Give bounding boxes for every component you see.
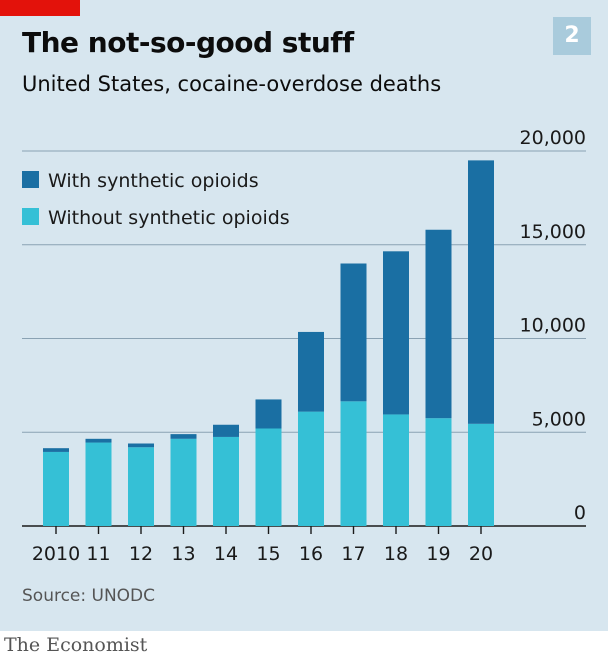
legend-swatch-with-synthetic [22, 171, 39, 188]
x-tick-label: 17 [341, 543, 365, 565]
chart-number-badge: 2 [553, 17, 591, 55]
legend: With synthetic opioids Without synthetic… [22, 170, 290, 229]
bar-with-synthetic [128, 443, 154, 448]
bar-without-synthetic [383, 414, 409, 526]
bar-with-synthetic [170, 434, 197, 439]
x-tick-label: 12 [129, 543, 153, 565]
bar-with-synthetic [213, 424, 239, 437]
axis-ticks: 0 5,000 10,000 15,000 20,000 2010 11 12 13 14 15 16… [32, 127, 586, 565]
bar-without-synthetic [468, 423, 494, 526]
x-tick-label: 18 [384, 543, 408, 565]
bar-with-synthetic [340, 263, 367, 402]
bar-with-synthetic [425, 229, 452, 419]
bar-without-synthetic [128, 447, 154, 526]
y-tick-label: 15,000 [520, 221, 586, 243]
stacked-bar-chart: 0 5,000 10,000 15,000 20,000 2010 11 12 13 14 15 16… [22, 127, 586, 565]
bar-with-synthetic [383, 251, 409, 415]
x-tick-label: 16 [299, 543, 323, 565]
x-tick-label: 11 [86, 543, 110, 565]
bar-without-synthetic [43, 451, 69, 526]
bar-with-synthetic [43, 448, 69, 452]
bar-without-synthetic [213, 436, 239, 526]
legend-label-with-synthetic: With synthetic opioids [48, 170, 259, 192]
x-tick-label: 20 [469, 543, 493, 565]
x-tick-label: 13 [171, 543, 195, 565]
bar-without-synthetic [340, 401, 367, 526]
bars [43, 160, 494, 526]
bar-with-synthetic [468, 160, 494, 424]
legend-label-without-synthetic: Without synthetic opioids [48, 207, 290, 229]
chart-subtitle: United States, cocaine-overdose deaths [22, 72, 442, 96]
bar-without-synthetic [85, 442, 112, 526]
y-tick-label: 10,000 [520, 315, 586, 337]
bar-without-synthetic [298, 411, 324, 526]
legend-swatch-without-synthetic [22, 208, 39, 225]
bar-without-synthetic [255, 428, 282, 526]
y-tick-label: 20,000 [520, 127, 586, 149]
x-tick-label: 15 [256, 543, 280, 565]
y-tick-label: 5,000 [532, 408, 586, 430]
chart-title: The not-so-good stuff [22, 26, 354, 59]
bar-without-synthetic [425, 418, 452, 526]
bar-without-synthetic [170, 438, 197, 526]
bar-with-synthetic [85, 438, 112, 443]
x-tick-label: 19 [426, 543, 450, 565]
x-tick-label: 2010 [32, 543, 80, 565]
x-tick-label: 14 [214, 543, 238, 565]
source-note: Source: UNODC [22, 586, 156, 606]
brand-red-tag [0, 0, 80, 16]
bar-with-synthetic [298, 331, 324, 412]
economist-logo: The Economist [4, 634, 148, 656]
bar-with-synthetic [255, 399, 282, 429]
y-tick-label: 0 [574, 502, 586, 524]
